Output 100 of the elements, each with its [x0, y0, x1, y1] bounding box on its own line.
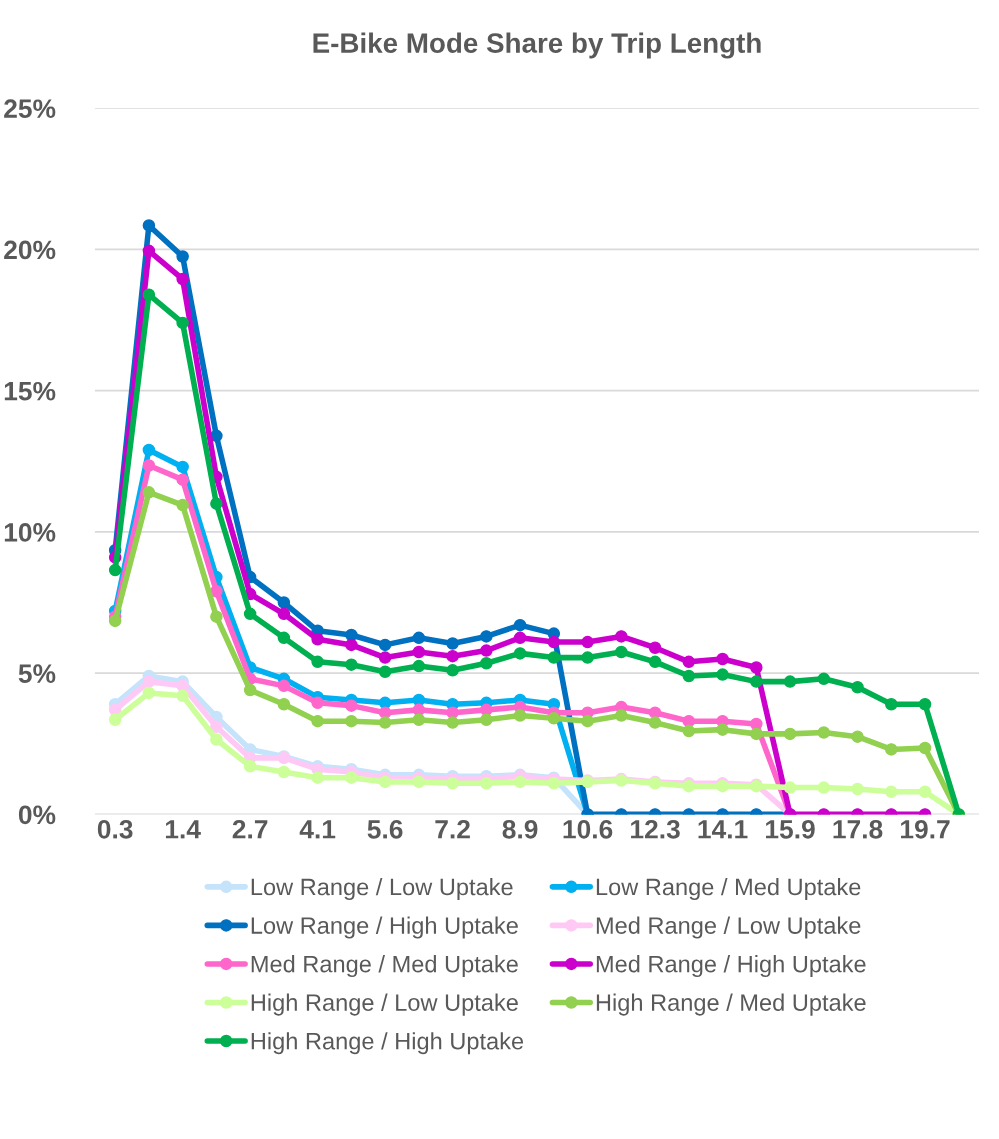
x-tick-label: 0.3: [97, 819, 133, 839]
legend-label: Low Range / Low Uptake: [251, 878, 513, 901]
point: [480, 630, 493, 643]
point: [210, 733, 223, 746]
point: [581, 714, 594, 728]
legend-label: Med Range / High Uptake: [596, 955, 866, 978]
y-tick-label: 25%: [4, 99, 56, 119]
point: [176, 316, 189, 330]
point: [885, 743, 898, 756]
point: [817, 726, 831, 739]
point: [716, 723, 729, 736]
point: [480, 713, 493, 727]
point: [547, 777, 561, 790]
x-tick-label: 2.7: [232, 819, 268, 839]
point: [142, 219, 156, 232]
x-tick-label: 4.1: [299, 820, 336, 839]
point: [277, 765, 291, 779]
point: [513, 647, 527, 660]
point: [918, 697, 932, 711]
point: [176, 272, 189, 286]
x-tick-label: 19.7: [901, 819, 950, 839]
legend-label: Low Range / High Uptake: [251, 916, 518, 939]
point: [345, 628, 358, 642]
y-tick-label: 5%: [18, 664, 56, 683]
point: [277, 679, 291, 693]
y-tick-label: 10%: [4, 523, 56, 542]
point: [615, 709, 628, 722]
x-tick-label: 17.8: [833, 819, 883, 839]
point: [851, 681, 864, 694]
point: [648, 716, 662, 729]
point: [446, 716, 459, 729]
legend-label: High Range / High Uptake: [251, 1032, 524, 1055]
legend-label: High Range / Low Uptake: [251, 993, 518, 1016]
point: [648, 655, 662, 669]
y-tick-label: 20%: [4, 240, 56, 260]
point: [277, 607, 291, 621]
legend-label: Low Range / Med Uptake: [596, 878, 861, 901]
point: [378, 775, 392, 789]
point: [716, 668, 729, 681]
point: [446, 637, 459, 650]
point: [176, 460, 189, 474]
point: [345, 658, 358, 671]
point: [547, 651, 561, 664]
point: [311, 696, 324, 710]
legend-label: Med Range / Low Uptake: [596, 916, 861, 939]
point: [615, 630, 628, 643]
legend-label: Med Range / Med Uptake: [251, 955, 518, 978]
point: [243, 760, 257, 773]
x-tick-label: 7.2: [435, 819, 470, 839]
point: [446, 777, 459, 790]
point: [817, 781, 831, 794]
point: [750, 727, 763, 741]
x-tick-label: 8.9: [502, 819, 538, 839]
point: [176, 250, 189, 263]
point: [682, 669, 696, 683]
y-tick-label: 15%: [4, 381, 56, 401]
point: [142, 459, 156, 472]
point: [783, 727, 797, 741]
point: [142, 486, 156, 499]
point: [142, 288, 156, 301]
point: [176, 498, 189, 512]
point: [581, 635, 594, 649]
point: [851, 730, 864, 743]
point: [210, 720, 223, 734]
point: [378, 651, 392, 664]
point: [412, 775, 426, 789]
x-tick-label: 15.9: [766, 819, 815, 839]
point: [108, 713, 122, 727]
point: [277, 697, 291, 711]
point: [142, 443, 156, 457]
point: [750, 661, 763, 674]
point: [547, 635, 561, 649]
point: [480, 657, 493, 670]
point: [311, 633, 324, 646]
point: [682, 655, 696, 669]
point: [277, 631, 291, 645]
point: [378, 665, 392, 678]
legend-label: High Range / Med Uptake: [596, 993, 866, 1016]
point: [108, 563, 122, 577]
point: [682, 724, 696, 738]
point: [142, 244, 156, 258]
point: [345, 714, 358, 728]
point: [513, 618, 527, 632]
point: [817, 672, 831, 686]
point: [176, 473, 189, 486]
chart-title: E-Bike Mode Share by Trip Length: [313, 32, 761, 59]
x-tick-label: 5.6: [367, 819, 403, 839]
point: [783, 675, 797, 688]
point: [412, 645, 426, 659]
point: [378, 716, 392, 729]
point: [885, 697, 898, 711]
point: [412, 659, 426, 673]
x-tick-label: 14.1: [698, 820, 748, 839]
point: [108, 614, 122, 628]
point: [716, 652, 729, 666]
point: [210, 584, 223, 598]
point: [480, 777, 493, 790]
point: [311, 771, 324, 784]
point: [345, 638, 358, 652]
point: [176, 689, 189, 702]
